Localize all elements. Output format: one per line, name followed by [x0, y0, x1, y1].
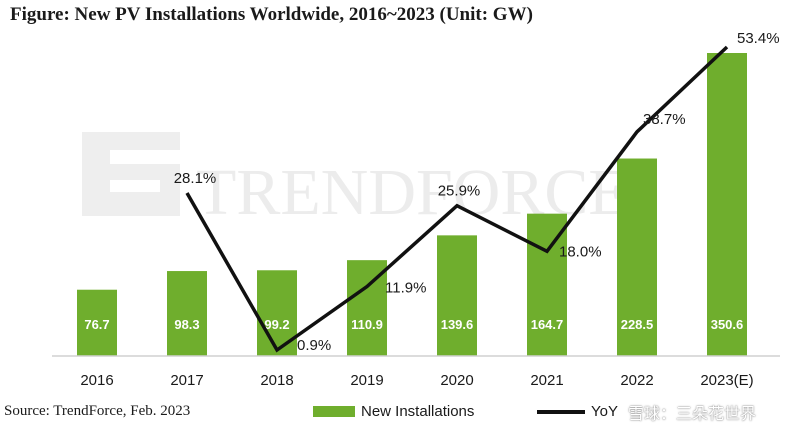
bar-2022	[617, 158, 657, 356]
bar-2021	[527, 213, 567, 356]
bar-value-label: 228.5	[621, 317, 654, 332]
x-tick-label: 2023(E)	[700, 372, 753, 389]
x-tick-label: 2016	[80, 372, 113, 389]
x-tick-label: 2021	[530, 372, 563, 389]
bar-value-label: 164.7	[531, 317, 564, 332]
bar-value-label: 350.6	[711, 317, 744, 332]
bar-value-label: 139.6	[441, 317, 474, 332]
yoy-value-label: 28.1%	[174, 170, 217, 187]
legend-label-yoy: YoY	[591, 403, 618, 420]
yoy-value-label: 25.9%	[438, 183, 481, 200]
yoy-value-label: 11.9%	[385, 280, 426, 297]
x-tick-label: 2017	[170, 372, 203, 389]
yoy-value-label: 0.9%	[297, 337, 331, 354]
x-tick-label: 2019	[350, 372, 383, 389]
yoy-line	[185, 45, 729, 353]
bar-value-label: 99.2	[264, 317, 289, 332]
legend-item-new-installations: New Installations	[313, 403, 474, 420]
source-note: Source: TrendForce, Feb. 2023	[4, 403, 191, 419]
bar-value-label: 110.9	[351, 317, 383, 332]
bar-2020	[437, 235, 477, 356]
watermark-logo-mark	[82, 132, 180, 216]
x-tick-label: 2022	[620, 372, 653, 389]
chart-title: Figure: New PV Installations Worldwide, …	[10, 4, 533, 25]
legend-item-yoy: YoY	[537, 403, 618, 420]
bar-2018	[257, 270, 297, 356]
watermark-logo-cut	[110, 150, 180, 164]
legend-line-swatch	[537, 409, 585, 414]
social-watermark: 雪球：三朵花世界	[628, 406, 757, 423]
yoy-value-label: 38.7%	[643, 111, 686, 128]
x-tick-label: 2020	[440, 372, 473, 389]
bar-2023e	[707, 53, 747, 356]
bar-value-label: 76.7	[84, 317, 109, 332]
yoy-value-label: 53.4%	[737, 30, 780, 47]
bar-2016	[77, 289, 117, 356]
legend-label-new-installations: New Installations	[361, 403, 475, 420]
bar-value-label: 98.3	[174, 317, 199, 332]
x-tick-label: 2018	[260, 372, 293, 389]
legend-bar-swatch	[313, 406, 355, 417]
bar-2017	[167, 271, 207, 356]
yoy-value-label: 18.0%	[559, 243, 602, 260]
watermark-logo-cut-2	[110, 180, 160, 192]
